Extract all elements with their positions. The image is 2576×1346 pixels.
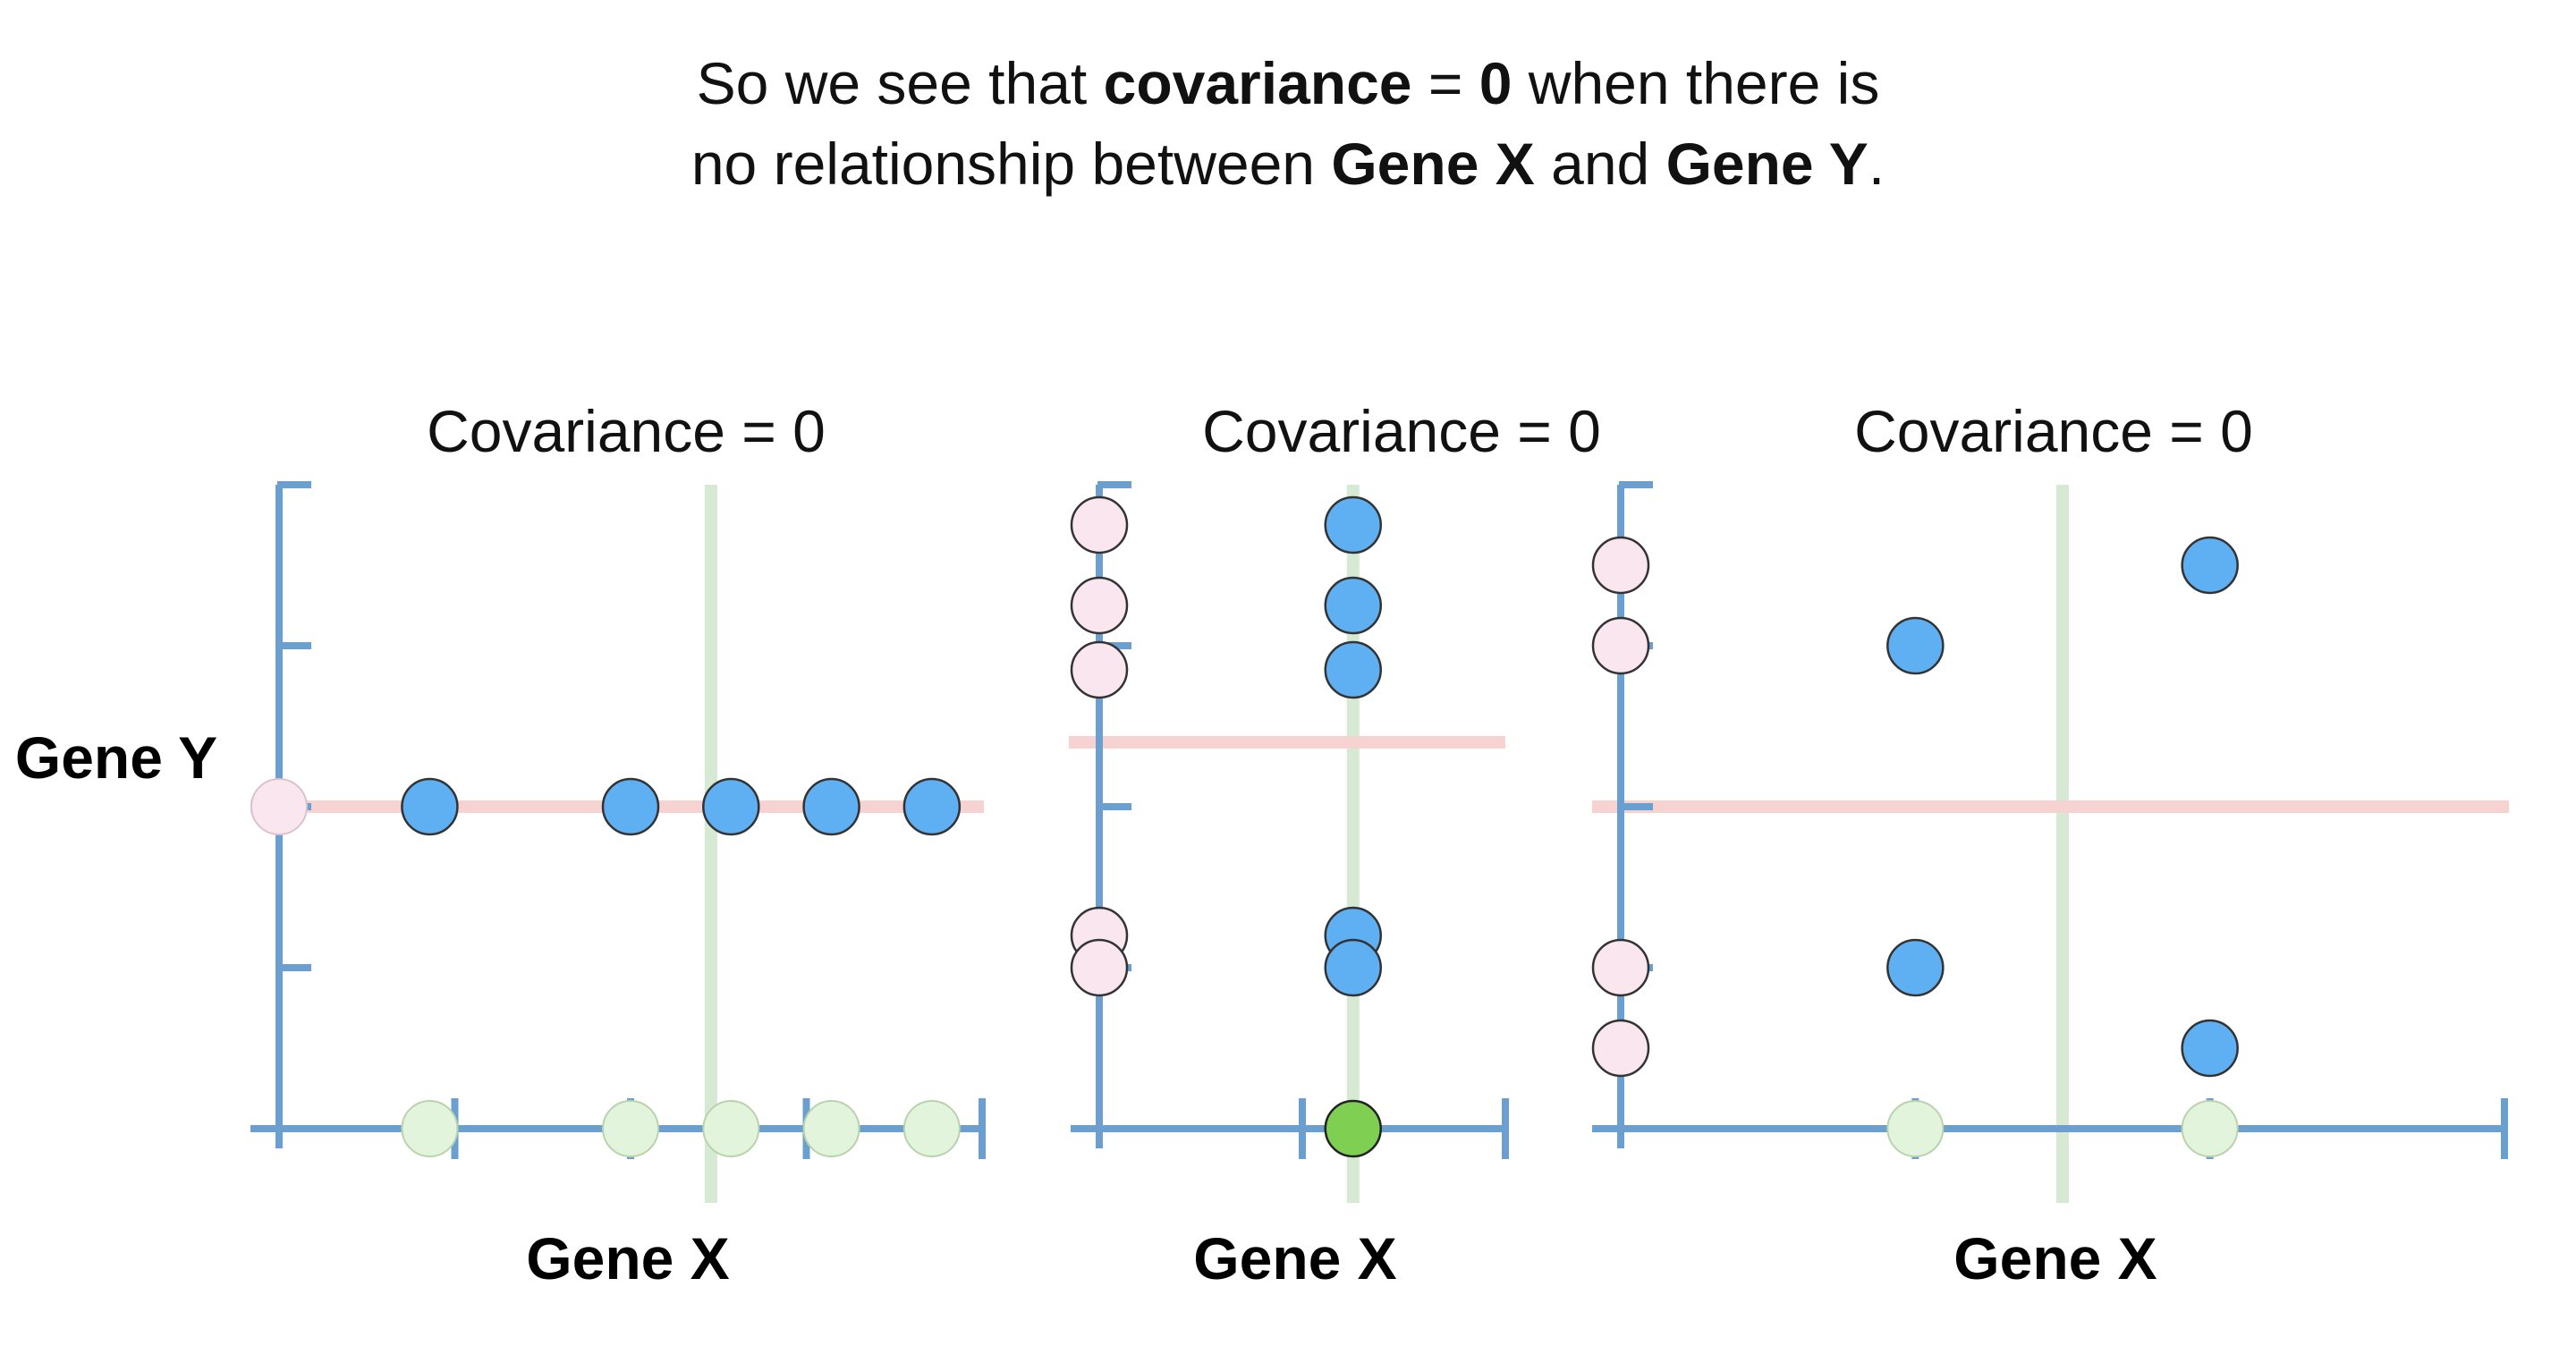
chart-2-y-projection	[1070, 495, 1129, 554]
headline-l1c: =	[1411, 50, 1479, 116]
chart-2-x-projection	[1324, 1099, 1382, 1158]
chart-2-title: Covariance = 0	[1202, 398, 1601, 464]
chart-2-point	[1324, 576, 1382, 635]
chart-3-y-projection	[1591, 938, 1650, 997]
chart-3-point	[2181, 1019, 2239, 1078]
headline-line-1: So we see that covariance = 0 when there…	[0, 43, 2576, 123]
chart-3-y-projection	[1591, 1019, 1650, 1078]
headline-l1a: So we see that	[696, 50, 1104, 116]
chart-2-x-axis-label: Gene X	[1193, 1225, 1396, 1291]
chart-2-y-projection	[1070, 938, 1129, 997]
headline-l2c: and	[1534, 131, 1666, 197]
chart-3-x-axis-label: Gene X	[1953, 1225, 2157, 1291]
chart-1-point	[902, 777, 962, 836]
chart-1-y-projection	[250, 778, 308, 835]
chart-2-point	[1324, 495, 1382, 554]
chart-3-point	[1886, 938, 1945, 997]
chart-2-y-projection	[1070, 640, 1129, 699]
chart-1-y-axis-label: Gene Y	[15, 724, 217, 791]
chart-3-y-projection	[1591, 616, 1650, 675]
chart-1-x-projection	[602, 1100, 659, 1157]
headline-text: So we see that covariance = 0 when there…	[0, 43, 2576, 204]
chart-3-x-projection	[2181, 1100, 2239, 1157]
chart-3-point	[1886, 616, 1945, 675]
chart-1-x-projection	[802, 1100, 860, 1157]
chart-1-point	[702, 777, 760, 836]
chart-1-x-projection	[401, 1100, 459, 1157]
chart-3-y-projection	[1591, 536, 1650, 595]
chart-3-point	[2181, 536, 2239, 595]
chart-1-x-projection	[902, 1100, 961, 1157]
chart-3-x-projection	[1886, 1100, 1945, 1157]
chart-1-point	[601, 777, 660, 836]
chart-3-title: Covariance = 0	[1854, 398, 2253, 464]
headline-l2b: Gene X	[1331, 131, 1535, 197]
headline-l2e: .	[1868, 131, 1885, 197]
headline-l1e: when there is	[1512, 50, 1880, 116]
headline-line-2: no relationship between Gene X and Gene …	[0, 123, 2576, 204]
chart-2-point	[1324, 938, 1382, 997]
chart-1-point	[802, 777, 860, 836]
chart-1-point	[401, 777, 459, 836]
headline-l1d: 0	[1479, 50, 1513, 116]
headline-l1b: covariance	[1103, 50, 1412, 116]
headline-l2a: no relationship between	[691, 131, 1332, 197]
chart-1-title: Covariance = 0	[427, 398, 826, 464]
chart-1-x-axis-label: Gene X	[526, 1225, 729, 1291]
chart-1-x-projection	[702, 1100, 760, 1157]
plots-layer	[250, 481, 2509, 1203]
chart-2-point	[1324, 640, 1382, 699]
chart-2-y-projection	[1070, 576, 1129, 635]
headline-l2d: Gene Y	[1665, 131, 1868, 197]
